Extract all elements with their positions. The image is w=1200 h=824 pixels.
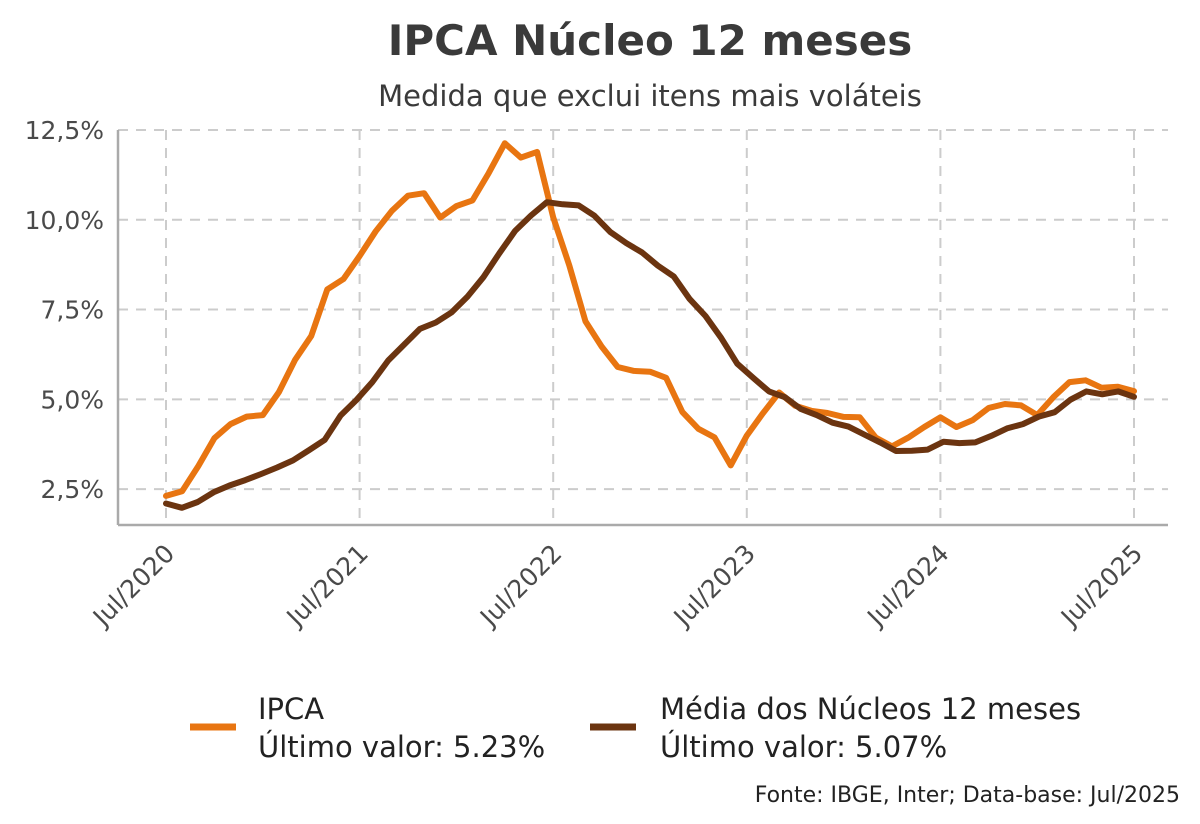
- source-note: Fonte: IBGE, Inter; Data-base: Jul/2025: [755, 783, 1180, 808]
- legend-label-nucleos: Média dos Núcleos 12 meses: [660, 692, 1081, 726]
- legend-last-value-ipca: Último valor: 5.23%: [258, 730, 545, 764]
- series-line-nucleos: [163, 199, 1137, 511]
- y-tick-label: 12,5%: [25, 116, 104, 145]
- y-tick-label: 7,5%: [40, 296, 104, 325]
- y-tick-label: 2,5%: [40, 475, 104, 504]
- x-tick-label: Jul/2023: [667, 539, 761, 633]
- series-lines: [163, 140, 1137, 511]
- y-tick-label: 5,0%: [40, 385, 104, 414]
- chart-subtitle: Medida que exclui itens mais voláteis: [378, 79, 922, 113]
- y-tick-labels: 2,5% 5,0% 7,5% 10,0% 12,5%: [25, 116, 104, 504]
- x-tick-labels: Jul/2020 Jul/2021 Jul/2022 Jul/2023 Jul/2024…: [86, 539, 1148, 633]
- x-tick-label: Jul/2025: [1054, 539, 1148, 633]
- x-tick-label: Jul/2022: [473, 539, 567, 633]
- x-tick-label: Jul/2020: [86, 539, 180, 633]
- chart-title: IPCA Núcleo 12 meses: [388, 16, 912, 65]
- gridlines: [118, 129, 1168, 525]
- x-tick-label: Jul/2021: [280, 539, 374, 633]
- series-line-ipca: [163, 140, 1137, 499]
- legend: IPCA Último valor: 5.23% Média dos Núcle…: [190, 692, 1081, 764]
- legend-label-ipca: IPCA: [258, 692, 324, 726]
- legend-last-value-nucleos: Último valor: 5.07%: [660, 730, 947, 764]
- axes: [116, 130, 1168, 527]
- x-tick-label: Jul/2024: [860, 539, 954, 633]
- y-tick-label: 10,0%: [25, 206, 104, 235]
